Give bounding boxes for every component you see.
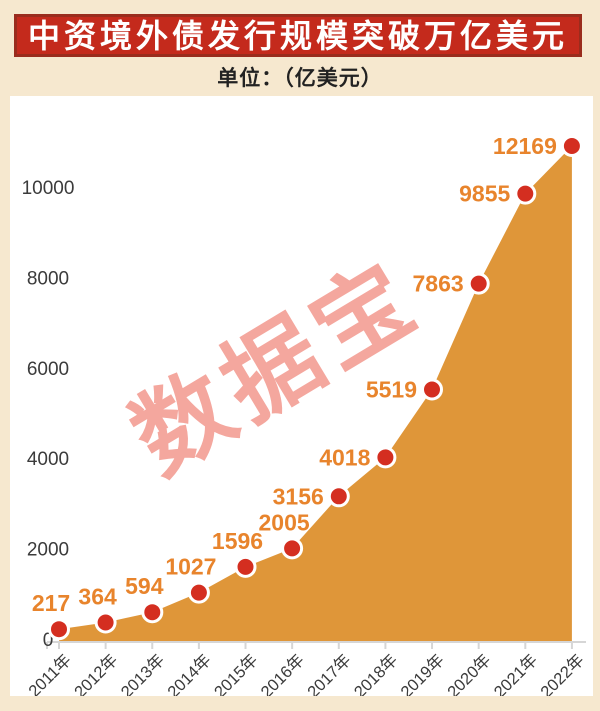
- value-label: 12169: [493, 133, 557, 159]
- y-tick-label: 4000: [27, 449, 69, 470]
- data-point: [281, 537, 304, 560]
- x-tick-label: 2016年: [257, 650, 308, 696]
- title-banner: 中资境外债发行规模突破万亿美元: [14, 14, 582, 57]
- unit-label: 单位：（亿美元）: [217, 67, 383, 90]
- value-label: 1027: [165, 554, 216, 580]
- data-point: [141, 601, 164, 624]
- data-point: [421, 378, 443, 401]
- x-tick-label: 2019年: [397, 650, 448, 696]
- data-point: [374, 446, 397, 469]
- x-tick-label: 2011年: [25, 650, 75, 696]
- x-tick-label: 2021年: [490, 650, 541, 696]
- x-tick-label: 2015年: [210, 650, 261, 696]
- area-chart: 数据宝02000400060008000100002011年2012年2013年…: [22, 133, 588, 701]
- y-tick-label: 6000: [27, 359, 69, 380]
- data-point: [94, 611, 117, 634]
- x-tick-label: 2014年: [164, 650, 215, 696]
- value-label: 217: [32, 590, 70, 616]
- data-point: [327, 485, 350, 508]
- page-title: 中资境外债发行规模突破万亿美元: [27, 17, 568, 54]
- data-point: [48, 618, 70, 641]
- value-label: 364: [78, 584, 117, 610]
- data-point: [514, 182, 537, 205]
- x-tick-label: 2020年: [443, 650, 494, 696]
- x-tick-label: 2022年: [537, 650, 588, 696]
- y-tick-label: 2000: [27, 540, 69, 561]
- area-series: [59, 146, 572, 642]
- y-tick-label: 10000: [22, 178, 75, 199]
- value-label: 7863: [413, 271, 464, 297]
- x-tick-label: 2013年: [117, 650, 168, 696]
- value-label: 594: [125, 573, 164, 599]
- chart-panel: 数据宝 0 2000 4000 6000 8000 10000 2011年 2012年 2013年…: [10, 96, 593, 701]
- x-tick-label: 2017年: [304, 650, 355, 696]
- value-label: 4018: [319, 444, 370, 470]
- x-tick-label: 2018年: [350, 650, 401, 696]
- data-point: [560, 135, 583, 157]
- value-label: 2005: [259, 509, 310, 535]
- x-tick-label: 2012年: [70, 650, 121, 696]
- data-point: [467, 272, 490, 295]
- y-tick-label: 8000: [27, 268, 69, 289]
- data-point: [234, 555, 257, 578]
- data-point: [187, 581, 210, 604]
- value-label: 9855: [459, 181, 510, 207]
- value-label: 5519: [366, 377, 417, 403]
- y-tick-label: 0: [43, 630, 54, 651]
- value-label: 1596: [212, 528, 263, 554]
- value-label: 3156: [273, 483, 324, 509]
